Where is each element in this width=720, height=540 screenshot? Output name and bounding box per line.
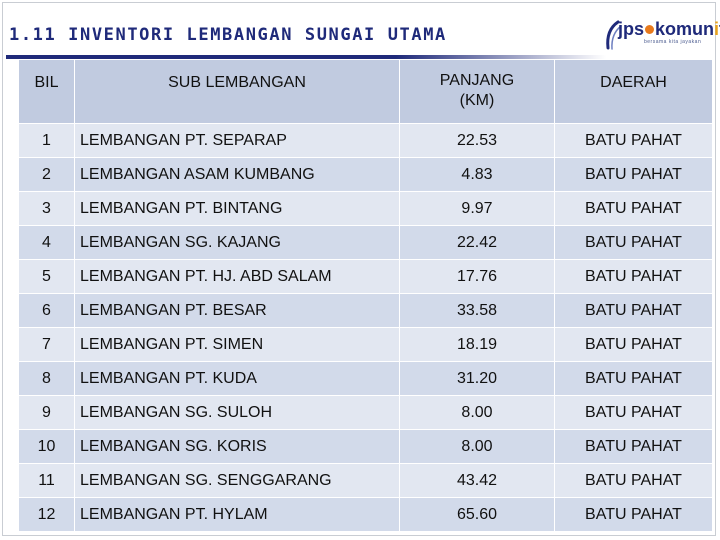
cell-daerah: BATU PAHAT	[554, 395, 713, 430]
header-bil: BIL	[18, 59, 75, 124]
cell-bil: 7	[18, 327, 75, 362]
cell-bil: 9	[18, 395, 75, 430]
cell-bil: 10	[18, 429, 75, 464]
cell-panjang: 65.60	[399, 497, 555, 532]
cell-bil: 3	[18, 191, 75, 226]
logo-komun: komun	[655, 19, 715, 39]
logo-wordmark: jpskomuniti	[618, 18, 720, 40]
table-row: 1 LEMBANGAN PT. SEPARAP 22.53 BATU PAHAT	[18, 123, 713, 158]
table-row: 9 LEMBANGAN SG. SULOH 8.00 BATU PAHAT	[18, 395, 713, 430]
cell-bil: 12	[18, 497, 75, 532]
cell-daerah: BATU PAHAT	[554, 123, 713, 158]
cell-bil: 8	[18, 361, 75, 396]
title-bar: 1.11 INVENTORI LEMBANGAN SUNGAI UTAMA	[0, 22, 720, 59]
cell-panjang: 18.19	[399, 327, 555, 362]
cell-panjang: 43.42	[399, 463, 555, 498]
logo-i: i	[714, 19, 720, 39]
jps-komuniti-logo: jpskomuniti bersama kita jayakan	[604, 18, 720, 52]
table-header-row: BIL SUB LEMBANGAN PANJANG (KM) DAERAH	[18, 59, 713, 124]
table-row: 5 LEMBANGAN PT. HJ. ABD SALAM 17.76 BATU PA…	[18, 259, 713, 294]
header-sub-lembangan: SUB LEMBANGAN	[74, 59, 400, 124]
cell-sub-lembangan: LEMBANGAN PT. KUDA	[74, 361, 400, 396]
cell-daerah: BATU PAHAT	[554, 497, 713, 532]
cell-daerah: BATU PAHAT	[554, 429, 713, 464]
table-row: 4 LEMBANGAN SG. KAJANG 22.42 BATU PAHAT	[18, 225, 713, 260]
cell-bil: 11	[18, 463, 75, 498]
cell-sub-lembangan: LEMBANGAN PT. SEPARAP	[74, 123, 400, 158]
header-daerah: DAERAH	[554, 59, 713, 124]
cell-panjang: 22.42	[399, 225, 555, 260]
cell-daerah: BATU PAHAT	[554, 191, 713, 226]
cell-bil: 6	[18, 293, 75, 328]
cell-sub-lembangan: LEMBANGAN SG. SULOH	[74, 395, 400, 430]
cell-daerah: BATU PAHAT	[554, 361, 713, 396]
table-row: 3 LEMBANGAN PT. BINTANG 9.97 BATU PAHAT	[18, 191, 713, 226]
table-row: 2 LEMBANGAN ASAM KUMBANG 4.83 BATU PAHAT	[18, 157, 713, 192]
cell-bil: 5	[18, 259, 75, 294]
page-title: 1.11 INVENTORI LEMBANGAN SUNGAI UTAMA	[9, 25, 447, 45]
cell-sub-lembangan: LEMBANGAN PT. SIMEN	[74, 327, 400, 362]
table-body: 1 LEMBANGAN PT. SEPARAP 22.53 BATU PAHAT 2 LE…	[18, 123, 713, 532]
cell-sub-lembangan: LEMBANGAN PT. HYLAM	[74, 497, 400, 532]
title-underline	[6, 55, 606, 59]
cell-sub-lembangan: LEMBANGAN PT. BESAR	[74, 293, 400, 328]
cell-sub-lembangan: LEMBANGAN SG. SENGGARANG	[74, 463, 400, 498]
cell-bil: 4	[18, 225, 75, 260]
cell-daerah: BATU PAHAT	[554, 327, 713, 362]
cell-panjang: 33.58	[399, 293, 555, 328]
table-row: 7 LEMBANGAN PT. SIMEN 18.19 BATU PAHAT	[18, 327, 713, 362]
cell-panjang: 8.00	[399, 395, 555, 430]
header-panjang: PANJANG (KM)	[399, 59, 555, 124]
cell-panjang: 8.00	[399, 429, 555, 464]
cell-panjang: 31.20	[399, 361, 555, 396]
header-panjang-line1: PANJANG	[439, 72, 515, 89]
table-row: 6 LEMBANGAN PT. BESAR 33.58 BATU PAHAT	[18, 293, 713, 328]
cell-sub-lembangan: LEMBANGAN PT. HJ. ABD SALAM	[74, 259, 400, 294]
cell-panjang: 9.97	[399, 191, 555, 226]
cell-daerah: BATU PAHAT	[554, 293, 713, 328]
logo-jps: jps	[618, 19, 645, 39]
cell-sub-lembangan: LEMBANGAN PT. BINTANG	[74, 191, 400, 226]
cell-daerah: BATU PAHAT	[554, 259, 713, 294]
table-row: 12 LEMBANGAN PT. HYLAM 65.60 BATU PAHAT	[18, 497, 713, 532]
cell-daerah: BATU PAHAT	[554, 463, 713, 498]
cell-panjang: 17.76	[399, 259, 555, 294]
header-panjang-line2: (KM)	[459, 92, 495, 109]
cell-daerah: BATU PAHAT	[554, 225, 713, 260]
logo-tagline: bersama kita jayakan	[644, 39, 702, 45]
table-row: 8 LEMBANGAN PT. KUDA 31.20 BATU PAHAT	[18, 361, 713, 396]
cell-sub-lembangan: LEMBANGAN SG. KORIS	[74, 429, 400, 464]
cell-panjang: 4.83	[399, 157, 555, 192]
cell-bil: 2	[18, 157, 75, 192]
inventory-table: BIL SUB LEMBANGAN PANJANG (KM) DAERAH 1 LE…	[18, 59, 713, 532]
cell-sub-lembangan: LEMBANGAN SG. KAJANG	[74, 225, 400, 260]
cell-panjang: 22.53	[399, 123, 555, 158]
cell-sub-lembangan: LEMBANGAN ASAM KUMBANG	[74, 157, 400, 192]
logo-swoosh-icon	[606, 20, 622, 50]
cell-daerah: BATU PAHAT	[554, 157, 713, 192]
logo-dot-icon	[645, 25, 655, 34]
table-row: 10 LEMBANGAN SG. KORIS 8.00 BATU PAHAT	[18, 429, 713, 464]
cell-bil: 1	[18, 123, 75, 158]
table-row: 11 LEMBANGAN SG. SENGGARANG 43.42 BATU PAHA…	[18, 463, 713, 498]
